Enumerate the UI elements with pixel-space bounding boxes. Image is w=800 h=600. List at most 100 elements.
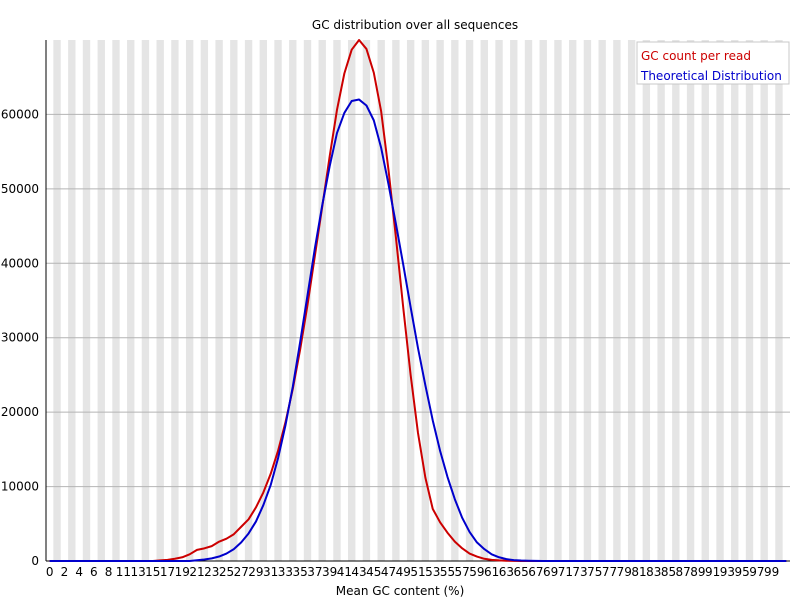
plot-band [289, 40, 297, 561]
plot-band [583, 40, 592, 561]
plot-band [244, 40, 253, 561]
x-tick-label: 71 [558, 565, 573, 579]
x-tick-label: 87 [676, 565, 691, 579]
plot-band [259, 40, 267, 561]
x-axis-label: Mean GC content (%) [336, 584, 465, 598]
x-tick-label: 85 [661, 565, 676, 579]
plot-band [112, 40, 120, 561]
plot-band [731, 40, 739, 561]
x-tick-label: 29 [248, 565, 263, 579]
plot-band [421, 40, 430, 561]
x-tick-label: 11 [116, 565, 131, 579]
x-tick-label: 0 [46, 565, 54, 579]
plot-band [657, 40, 665, 561]
x-tick-label: 95 [734, 565, 749, 579]
plot-band [436, 40, 444, 561]
legend-item-1: Theoretical Distribution [640, 69, 782, 83]
x-tick-label: 55 [440, 565, 455, 579]
plot-band [642, 40, 651, 561]
x-tick-label: 33 [278, 565, 293, 579]
x-tick-label: 75 [587, 565, 602, 579]
x-tick-label: 15 [145, 565, 160, 579]
plot-band [82, 40, 91, 561]
plot-band [701, 40, 709, 561]
plot-band [141, 40, 150, 561]
plot-band [68, 40, 76, 561]
plot-band [598, 40, 606, 561]
horizontal-gridlines [46, 113, 790, 488]
plot-band [53, 40, 61, 561]
y-axis: 0 10000 20000 30000 40000 50000 60000 [1, 40, 47, 568]
x-tick-label: 73 [572, 565, 587, 579]
x-tick-label: 83 [646, 565, 661, 579]
plot-band [377, 40, 385, 561]
plot-band [230, 40, 238, 561]
x-tick-label: 43 [351, 565, 366, 579]
x-tick-label: 39 [322, 565, 337, 579]
plot-band [495, 40, 503, 561]
plot-band [200, 40, 209, 561]
y-tick-label: 20000 [1, 405, 39, 419]
x-tick-label: 31 [263, 565, 278, 579]
x-tick-label: 6 [90, 565, 98, 579]
x-tick-label: 2 [61, 565, 69, 579]
plot-band [627, 40, 636, 561]
plot-band [318, 40, 326, 561]
x-tick-label: 19 [175, 565, 190, 579]
x-tick-label: 99 [764, 565, 779, 579]
plot-band [510, 40, 518, 561]
x-tick-label: 37 [307, 565, 322, 579]
x-tick-label: 81 [631, 565, 646, 579]
plot-band [716, 40, 724, 561]
x-tick-label: 63 [499, 565, 514, 579]
x-tick-label: 35 [292, 565, 307, 579]
x-tick-label: 13 [130, 565, 145, 579]
plot-band [465, 40, 474, 561]
plot-band [745, 40, 754, 561]
x-tick-label: 27 [234, 565, 249, 579]
plot-band [613, 40, 621, 561]
plot-band [215, 40, 223, 561]
plot-band [760, 40, 768, 561]
plot-band [554, 40, 562, 561]
x-tick-label: 69 [543, 565, 558, 579]
plot-band [362, 40, 371, 561]
x-tick-label: 97 [749, 565, 764, 579]
plot-bands [53, 40, 783, 561]
x-tick-label: 47 [381, 565, 396, 579]
x-tick-label: 53 [425, 565, 440, 579]
y-tick-label: 60000 [1, 107, 39, 121]
legend-box [636, 41, 790, 85]
y-tick-label: 10000 [1, 480, 39, 494]
x-tick-label: 67 [528, 565, 543, 579]
x-tick-label: 61 [484, 565, 499, 579]
plot-band [348, 40, 356, 561]
x-axis: 0 2 4 6 8 11 13 15 17 19 21 23 25 27 29 31 33 35 37 39 41 43 4… [46, 560, 790, 579]
plot-band [333, 40, 341, 561]
x-tick-label: 93 [720, 565, 735, 579]
x-tick-label: 25 [219, 565, 234, 579]
x-tick-label: 8 [105, 565, 113, 579]
chart-title: GC distribution over all sequences [312, 18, 518, 32]
x-tick-label: 79 [617, 565, 632, 579]
y-tick-label: 30000 [1, 331, 39, 345]
x-tick-label: 57 [455, 565, 470, 579]
x-tick-label: 41 [337, 565, 352, 579]
plot-band [406, 40, 415, 561]
x-tick-label: 23 [204, 565, 219, 579]
plot-band [686, 40, 695, 561]
x-tick-label: 51 [410, 565, 425, 579]
series-line-1 [49, 98, 787, 562]
legend-item-0: GC count per read [641, 49, 751, 63]
plot-band [775, 40, 783, 561]
y-tick-label: 0 [31, 554, 39, 568]
y-tick-label: 50000 [1, 182, 39, 196]
x-tick-label: 21 [189, 565, 204, 579]
x-tick-label: 65 [513, 565, 528, 579]
x-tick-label: 89 [690, 565, 705, 579]
plot-band [97, 40, 105, 561]
x-tick-label: 17 [160, 565, 175, 579]
x-tick-label: 45 [366, 565, 381, 579]
